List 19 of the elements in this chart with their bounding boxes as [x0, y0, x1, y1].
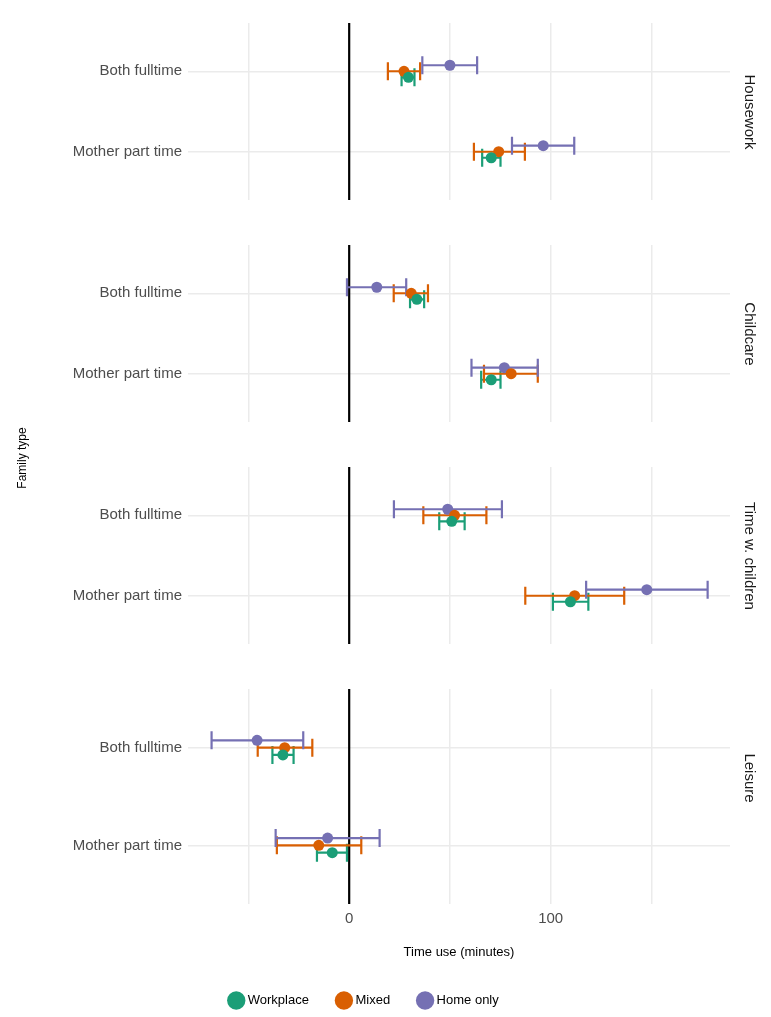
x-tick-label: 100 — [538, 909, 564, 927]
y-tick-label: Mother part time — [72, 141, 182, 159]
y-tick-label: Both fulltime — [99, 61, 182, 79]
y-tick-label: Both fulltime — [99, 283, 182, 301]
y-tick-label: Mother part time — [72, 363, 182, 381]
y2-axis-title: Childcare — [741, 301, 759, 366]
x-axis-title: Time use (minutes) — [403, 943, 515, 959]
y-tick-label: Both fulltime — [99, 737, 182, 755]
x-tick-label: 0 — [345, 909, 354, 927]
legend-label: Workplace — [247, 992, 309, 1008]
legend-label: Mixed — [355, 992, 391, 1008]
y2-axis-title: Time w. children — [741, 501, 759, 610]
legend-label: Home only — [436, 992, 500, 1008]
y-tick-label: Both fulltime — [99, 505, 182, 523]
y-axis-title: Family type — [15, 427, 29, 489]
y2-axis-title: Housework — [741, 73, 759, 150]
y-tick-label: Mother part time — [72, 585, 182, 603]
y2-axis-title: Leisure — [741, 752, 759, 803]
y-tick-label: Mother part time — [72, 835, 182, 853]
